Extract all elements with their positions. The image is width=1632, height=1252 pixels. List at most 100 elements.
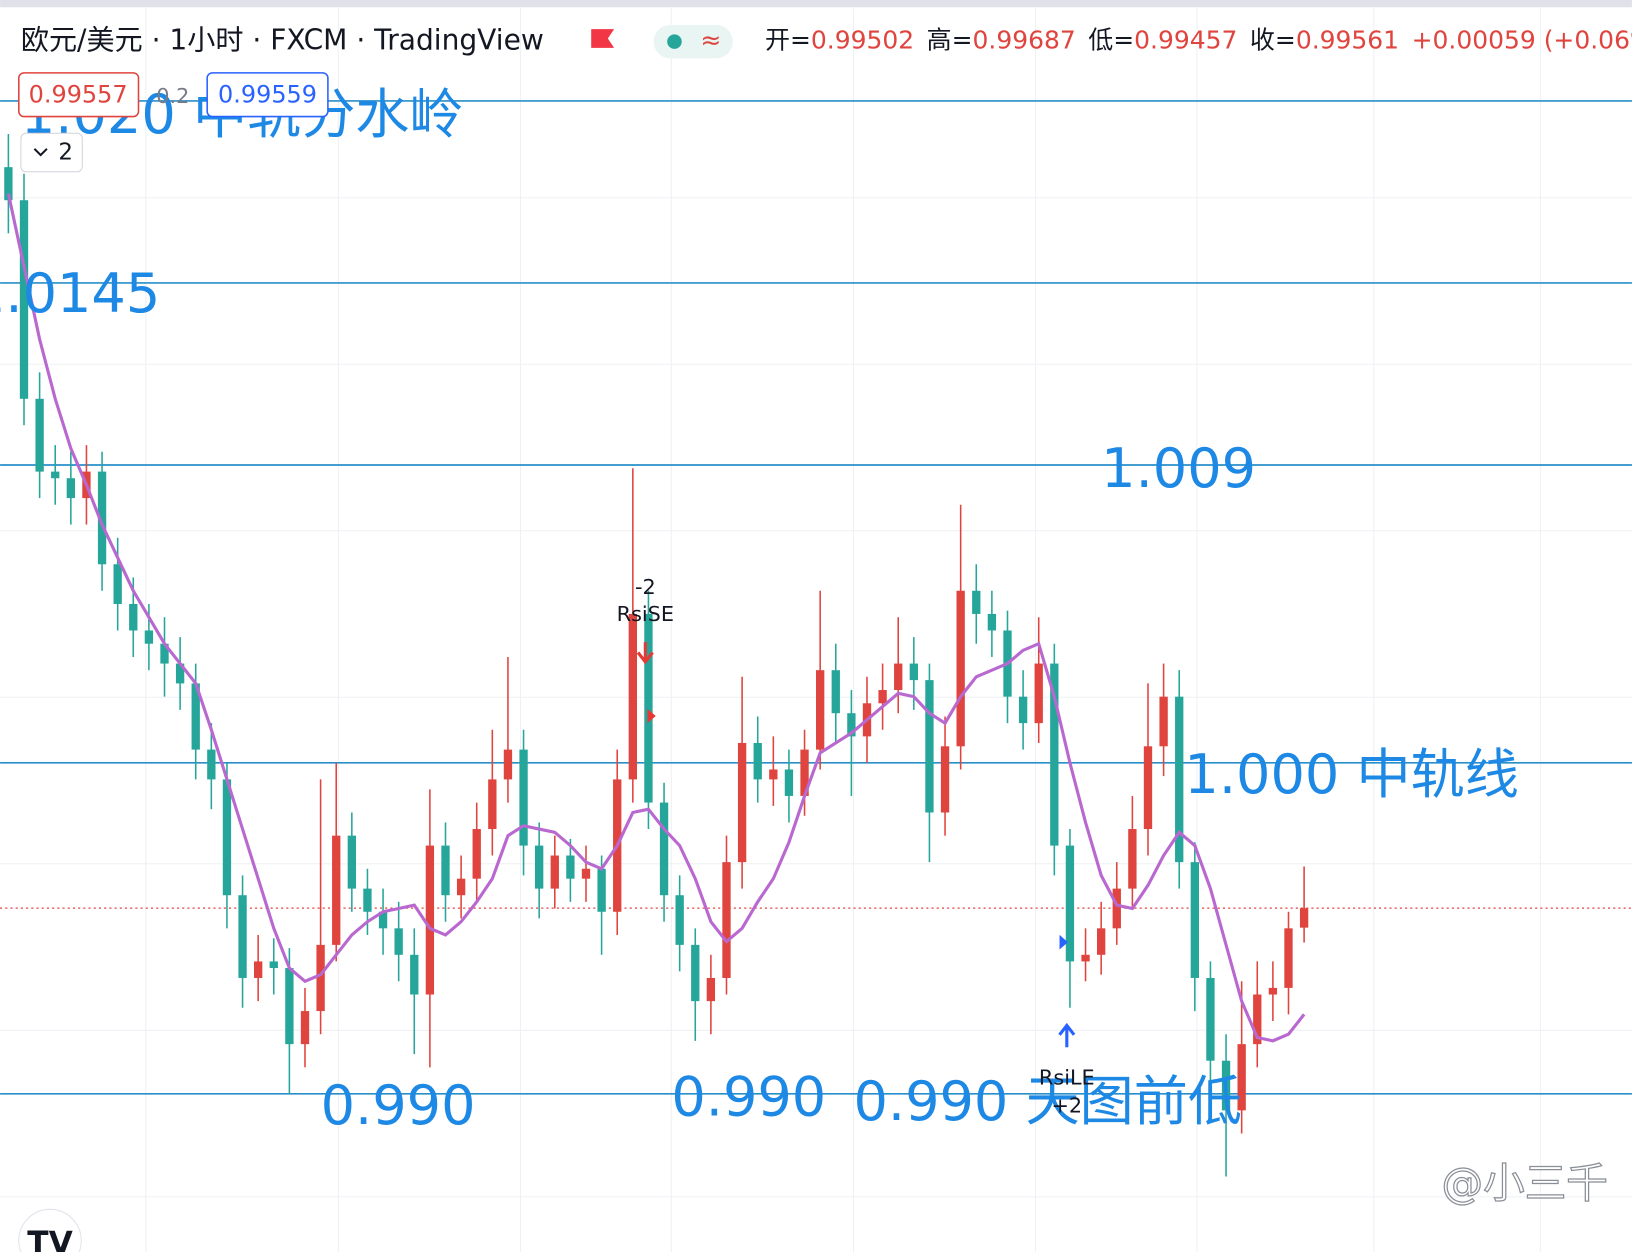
- candle-body: [4, 167, 13, 201]
- candle-body: [1237, 1044, 1246, 1111]
- candle-body: [925, 680, 934, 813]
- candle-body: [878, 690, 887, 704]
- candle-body: [378, 911, 388, 929]
- candle-body: [441, 845, 450, 896]
- candle-body: [35, 398, 44, 472]
- candle-body: [1284, 928, 1293, 988]
- candle-body: [1050, 663, 1059, 846]
- moving-average: [6, 193, 1306, 1043]
- level-annotation: 0.990: [671, 1066, 826, 1129]
- candle-body: [300, 1011, 310, 1045]
- candle-body: [394, 928, 403, 955]
- candle-body: [51, 471, 60, 479]
- ohlc-label: 高=: [927, 26, 973, 55]
- candle-body: [207, 749, 216, 780]
- candle-body: [847, 713, 856, 737]
- candle-body: [1065, 845, 1075, 962]
- ohlc-value: 0.99457: [1134, 26, 1237, 55]
- candle-body: [472, 829, 481, 879]
- status-icon: ≈: [700, 26, 721, 55]
- candle-body: [191, 683, 200, 750]
- candle-body: [410, 954, 419, 995]
- candle-body: [1175, 696, 1184, 863]
- candle-body: [222, 779, 232, 896]
- candle-body: [503, 749, 513, 780]
- candle-body: [722, 862, 731, 978]
- symbol-title: 欧元/美元 · 1小时 · FXCM · TradingView: [21, 24, 544, 57]
- candle-body: [285, 968, 294, 1045]
- candle-body: [1159, 696, 1168, 747]
- signal-arrow: [1058, 1022, 1076, 1048]
- candle-body: [456, 878, 466, 896]
- candle-body: [784, 769, 794, 796]
- candle-body: [816, 670, 825, 750]
- candle-body: [644, 613, 653, 803]
- candle-body: [831, 670, 840, 714]
- candle-body: [1112, 888, 1121, 929]
- candle-body: [1253, 994, 1262, 1045]
- candle-body: [363, 888, 372, 912]
- buy-price: 0.99559: [218, 81, 317, 109]
- ohlc-label: 收=: [1250, 26, 1296, 55]
- candle-body: [659, 802, 669, 896]
- candle-body: [691, 944, 700, 1002]
- candle-body: [97, 471, 107, 565]
- level-annotation: 1.0145: [0, 262, 160, 325]
- ohlc-value: 0.99687: [973, 26, 1076, 55]
- flag-icon: [591, 29, 615, 48]
- candle-body: [1034, 663, 1043, 724]
- candle-body: [1206, 977, 1215, 1061]
- candle-body: [347, 835, 356, 889]
- candle-body: [175, 663, 185, 684]
- candle-body: [769, 769, 778, 780]
- header: 欧元/美元 · 1小时 · FXCM · TradingView ≈ 开=0.9…: [18, 24, 1632, 1252]
- candle-body: [1299, 908, 1309, 928]
- candle-body: [1128, 829, 1137, 889]
- candle-body: [238, 895, 247, 978]
- candle-body: [129, 603, 138, 631]
- candle-body: [332, 835, 341, 945]
- candle-body: [566, 855, 575, 879]
- ohlc-label: 低=: [1088, 26, 1134, 55]
- sell-button[interactable]: [18, 72, 140, 118]
- ohlc-readout: 开=0.99502 高=0.99687 低=0.99457 收=0.99561 +0.0…: [765, 26, 1632, 55]
- collapse-count: 2: [58, 139, 73, 165]
- status-pill: [653, 24, 733, 59]
- candle-body: [535, 845, 544, 889]
- top-border: [0, 0, 1632, 8]
- status-dot: [667, 34, 682, 49]
- level-annotation: 0.990 天图前低: [853, 1070, 1242, 1133]
- candle-body: [628, 613, 637, 780]
- candle-body: [1268, 987, 1278, 995]
- candle-body: [972, 590, 981, 614]
- watermark: @小三千: [1441, 1158, 1607, 1207]
- candle-body: [800, 749, 809, 796]
- sell-price: 0.99557: [29, 81, 128, 109]
- ohlc-value: 0.99502: [811, 26, 914, 55]
- collapse-button[interactable]: [20, 132, 83, 173]
- candle-body: [550, 855, 559, 889]
- candle-body: [1221, 1060, 1231, 1111]
- candle-body: [144, 630, 154, 644]
- candle-body: [66, 478, 75, 499]
- candle-body: [909, 663, 918, 681]
- logo-badge: [18, 1208, 82, 1252]
- candle-body: [987, 613, 997, 631]
- level-annotation: 0.990: [321, 1074, 476, 1137]
- signal-label: RsiSE: [617, 602, 674, 626]
- buy-button[interactable]: [206, 72, 329, 118]
- candle-body: [956, 590, 965, 747]
- signal-marker: [1059, 934, 1068, 950]
- candle-body: [940, 746, 950, 813]
- signal-arrow: [636, 642, 654, 665]
- candle-body: [1096, 928, 1106, 955]
- candle-body: [753, 742, 762, 780]
- spread: 0.2: [156, 84, 189, 108]
- candle-body: [113, 564, 122, 604]
- candle-body: [737, 742, 747, 863]
- chevron-icon: [33, 148, 48, 157]
- candle-body: [19, 200, 29, 399]
- logo: TV: [27, 1226, 73, 1252]
- ohlc-label: 开=: [765, 26, 811, 55]
